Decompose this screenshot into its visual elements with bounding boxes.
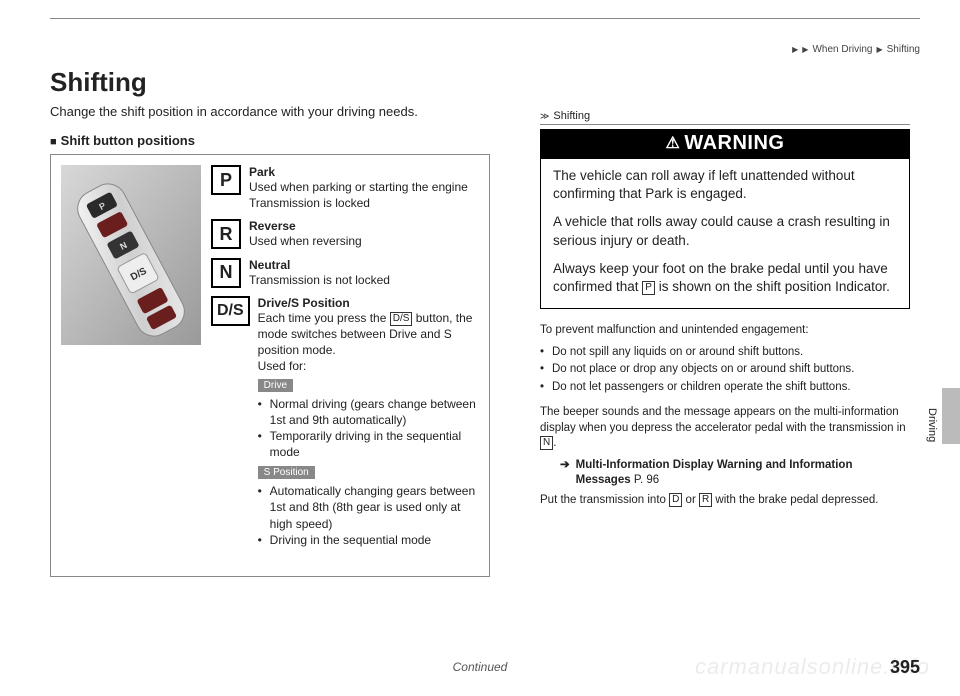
warning-p2: A vehicle that rolls away could cause a … [553,213,897,249]
beeper-text: The beeper sounds and the message appear… [540,405,910,452]
neutral-icon: N [211,258,241,288]
drive-mode-tag: Drive [258,379,293,392]
warning-p1: The vehicle can roll away if left unatte… [553,167,897,203]
put-a: Put the transmission into [540,494,669,506]
prevent-list: Do not spill any liquids on or around sh… [540,345,910,396]
section-heading-text: Shift button positions [61,133,195,148]
header-rule [50,18,920,19]
put-r-box: R [699,493,712,507]
park-line2: Transmission is locked [249,195,479,211]
side-section-label: Driving [926,408,938,442]
info-column: ≫ Shifting ⚠WARNING The vehicle can roll… [540,110,910,514]
warning-triangle-icon: ⚠ [665,135,680,152]
prevent-b3: Do not let passengers or children operat… [540,380,910,396]
reverse-icon: R [211,219,241,249]
drive-s-icon: D/S [211,296,250,326]
info-heading: ≫ Shifting [540,110,910,125]
warning-bar: ⚠WARNING [541,130,909,159]
shift-positions-box: P N D/S P Park Used when parking or star… [50,154,490,577]
drive-s-title: Drive/S Position [258,296,479,310]
watermark: carmanualsonline.info [695,654,930,680]
beeper-n-box: N [540,436,553,450]
xref-page: P. 96 [634,474,659,486]
position-neutral: N Neutral Transmission is not locked [211,258,479,288]
s-bullets: Automatically changing gears between 1st… [258,483,479,548]
ds-inline-box: D/S [390,312,413,326]
park-title: Park [249,165,479,179]
breadcrumb-section: When Driving [812,44,872,55]
neutral-line1: Transmission is not locked [249,272,479,288]
put-b: with the brake pedal depressed. [712,494,878,506]
positions-list: P Park Used when parking or starting the… [211,165,479,558]
s-mode-tag: S Position [258,466,315,479]
warning-label: WARNING [684,132,784,154]
put-d-box: D [669,493,682,507]
prevent-b1: Do not spill any liquids on or around sh… [540,345,910,361]
warning-body: The vehicle can roll away if left unatte… [541,159,909,308]
park-line1: Used when parking or starting the engine [249,179,479,195]
breadcrumb-page: Shifting [887,44,920,55]
info-chevron-icon: ≫ [540,111,549,122]
s-bullet-1: Automatically changing gears between 1st… [258,483,479,532]
breadcrumb-triangle-icon: ▶ [802,45,808,54]
used-for-label: Used for: [258,358,479,374]
warning-box: ⚠WARNING The vehicle can roll away if le… [540,129,910,309]
warning-p3: Always keep your foot on the brake pedal… [553,260,897,296]
s-bullet-2: Driving in the sequential mode [258,532,479,548]
drive-bullet-2: Temporarily driving in the sequential mo… [258,428,479,460]
breadcrumb: ▶ ▶ When Driving ▶ Shifting [792,44,920,55]
page-title: Shifting [50,67,960,98]
reverse-title: Reverse [249,219,479,233]
beeper-a: The beeper sounds and the message appear… [540,406,906,434]
info-text: To prevent malfunction and unintended en… [540,323,910,508]
warning-p3b: is shown on the shift position Indicator… [655,279,890,294]
side-index-tab [942,388,960,444]
drive-bullet-1: Normal driving (gears change between 1st… [258,396,479,428]
reverse-line1: Used when reversing [249,233,479,249]
park-icon: P [211,165,241,195]
position-park: P Park Used when parking or starting the… [211,165,479,211]
breadcrumb-triangle-icon: ▶ [792,45,798,54]
info-heading-text: Shifting [553,110,590,122]
position-drive-s: D/S Drive/S Position Each time you press… [211,296,479,550]
neutral-title: Neutral [249,258,479,272]
square-bullet-icon: ■ [50,136,57,148]
cross-reference: ➔ Multi-Information Display Warning and … [560,458,910,489]
prevent-b2: Do not place or drop any objects on or a… [540,362,910,378]
xref-arrow-icon: ➔ [560,458,570,489]
xref-title: Multi-Information Display Warning and In… [576,459,853,487]
ds-text-a: Each time you press the [258,311,390,325]
position-reverse: R Reverse Used when reversing [211,219,479,249]
shifter-illustration: P N D/S [61,165,201,345]
beeper-b: . [553,437,556,449]
put-transmission-text: Put the transmission into D or R with th… [540,493,910,509]
drive-s-desc: Each time you press the D/S button, the … [258,310,479,359]
prevent-intro: To prevent malfunction and unintended en… [540,323,910,339]
xref-text: Multi-Information Display Warning and In… [576,458,910,489]
put-mid: or [682,494,699,506]
warning-p-box: P [642,281,655,295]
drive-bullets: Normal driving (gears change between 1st… [258,396,479,461]
breadcrumb-triangle-icon: ▶ [876,45,882,54]
